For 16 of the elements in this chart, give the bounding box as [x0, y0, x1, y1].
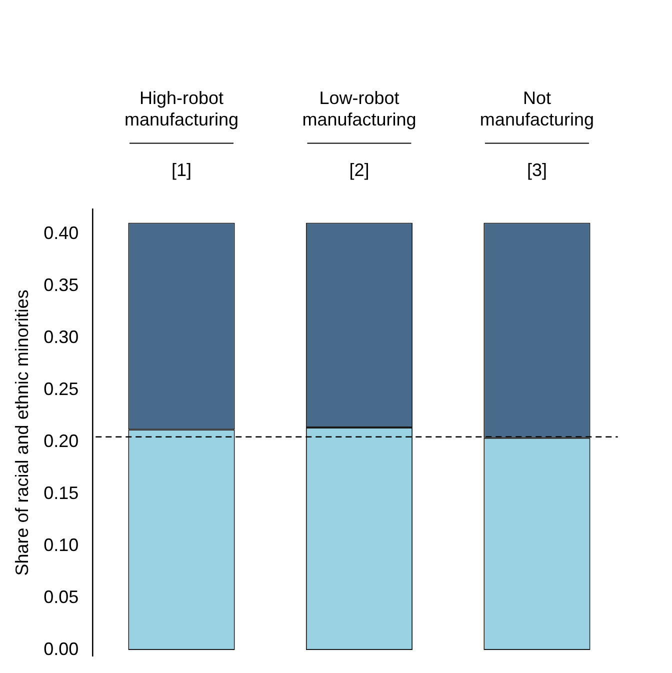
y-tick-label: 0.40: [44, 223, 79, 244]
y-tick-label: 0.30: [44, 327, 79, 348]
y-tick-label: 0.25: [44, 379, 79, 400]
x-tick-label: Not manufacturing: [480, 88, 594, 130]
y-tick-label: 0.05: [44, 586, 79, 607]
x-tick-label: High-robot manufacturing: [124, 88, 239, 130]
x-tick-label: Low-robot manufacturing: [302, 88, 416, 130]
y-tick-label: 0.00: [44, 638, 79, 659]
text: [1]: [171, 160, 192, 180]
y-axis-title: Share of racial and ethnic minorities: [12, 290, 32, 576]
y-tick-label: 0.10: [44, 534, 79, 555]
y-tick-label: 0.35: [44, 275, 79, 296]
text: [2]: [349, 160, 370, 180]
text: [3]: [526, 160, 547, 180]
y-tick-label: 0.15: [44, 483, 79, 503]
y-tick-label: 0.20: [44, 431, 79, 452]
